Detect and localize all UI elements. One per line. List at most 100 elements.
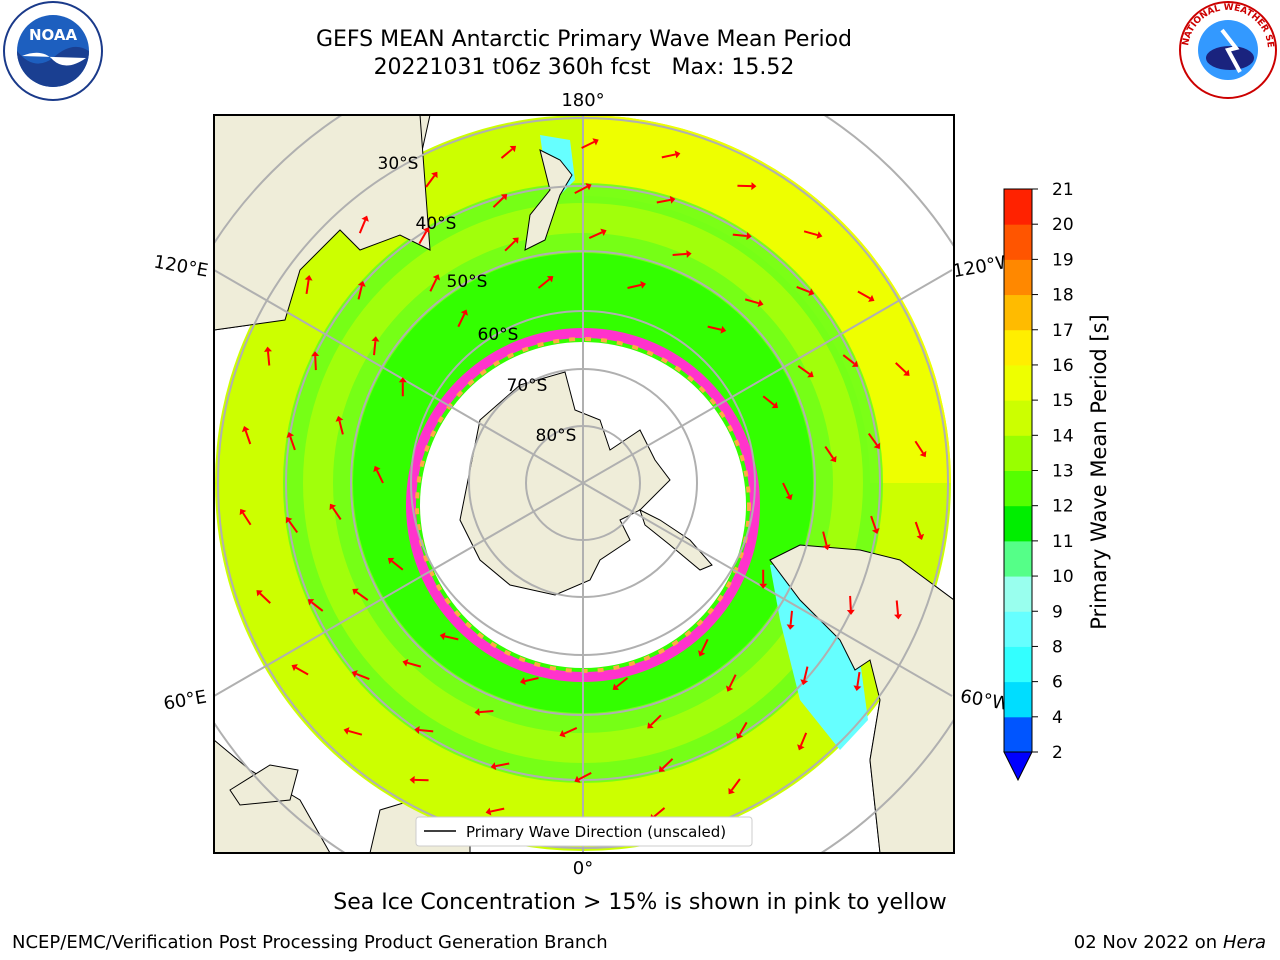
wave-arrow-head bbox=[439, 632, 446, 641]
legend-label: Primary Wave Direction (unscaled) bbox=[466, 823, 726, 841]
wave-arrow bbox=[578, 771, 592, 781]
wave-arrow bbox=[429, 278, 438, 292]
wave-arrow-head bbox=[329, 503, 337, 511]
wave-arrow-head bbox=[422, 227, 430, 234]
wave-arrow-head bbox=[256, 590, 263, 597]
wave-arrow-head bbox=[686, 249, 692, 258]
wave-arrow bbox=[425, 175, 436, 188]
wave-arrow bbox=[376, 469, 384, 484]
wave-arrow-head bbox=[816, 231, 823, 239]
wave-arrow bbox=[789, 610, 793, 625]
wave-arrow-head bbox=[800, 679, 809, 686]
wave-arrow bbox=[479, 710, 494, 714]
wave-arrow-head bbox=[757, 299, 764, 308]
lat-label-80s: 80°S bbox=[536, 426, 577, 446]
antarctica-landmass bbox=[459, 371, 671, 596]
wave-arrow bbox=[407, 661, 422, 668]
wave-arrow bbox=[914, 521, 922, 536]
wave-arrow-head bbox=[559, 730, 566, 738]
wave-arrow bbox=[803, 230, 818, 237]
wave-arrow bbox=[574, 185, 588, 195]
max-value: Max: 15.52 bbox=[671, 55, 795, 80]
wave-arrow-head bbox=[546, 276, 554, 283]
australia-south-coast bbox=[214, 115, 431, 331]
wave-arrow bbox=[295, 666, 309, 676]
wave-arrow-head bbox=[600, 228, 607, 236]
noaa-text: NOAA bbox=[29, 26, 78, 44]
wave-arrow-head bbox=[894, 614, 902, 620]
wave-arrow bbox=[661, 758, 674, 770]
lat-label-30s: 30°S bbox=[378, 154, 419, 174]
wave-arrow bbox=[856, 672, 861, 687]
map-frame bbox=[213, 114, 955, 854]
wave-arrow bbox=[803, 666, 809, 681]
wave-arrow bbox=[373, 341, 377, 356]
wave-arrow-head bbox=[286, 431, 295, 438]
wave-arrow bbox=[653, 807, 666, 818]
wave-arrow-head bbox=[304, 275, 313, 281]
wave-arrow bbox=[799, 732, 808, 747]
nws-logo: NATIONAL WEATHER SERVICE bbox=[1178, 0, 1277, 99]
lat-label-70s: 70°S bbox=[507, 376, 548, 396]
wave-arrow bbox=[524, 677, 539, 683]
footer-date-text: 02 Nov 2022 on bbox=[1073, 932, 1218, 953]
wave-arrow-head bbox=[352, 588, 359, 596]
wave-arrow bbox=[242, 512, 252, 526]
wave-arrow-head bbox=[807, 370, 814, 378]
wave-arrow-head bbox=[574, 775, 581, 783]
wave-arrow-head bbox=[311, 351, 320, 357]
wave-arrow-head bbox=[585, 183, 592, 191]
wave-arrow bbox=[267, 351, 271, 366]
wave-arrow bbox=[650, 714, 662, 726]
wave-arrow-head bbox=[851, 360, 859, 367]
wave-arrow bbox=[581, 140, 595, 149]
wave-arrow bbox=[358, 219, 367, 234]
footer-date: 02 Nov 2022 on Hera bbox=[1074, 932, 1266, 953]
wave-arrow-head bbox=[490, 762, 497, 771]
wave-arrow-head bbox=[307, 599, 315, 606]
lon-label-180: 180° bbox=[561, 90, 604, 111]
wave-arrow bbox=[700, 638, 709, 653]
wave-arrow bbox=[338, 420, 344, 435]
wave-arrow-head bbox=[871, 528, 880, 535]
map-subtitle: 20221031 t06z 360h fcst Max: 15.52 bbox=[234, 54, 934, 82]
noaa-logo: NOAA bbox=[3, 1, 103, 101]
lon-label-60e: 60°E bbox=[162, 686, 208, 714]
wave-arrow-head bbox=[829, 455, 837, 463]
wave-arrow-head bbox=[485, 807, 492, 816]
wave-arrow-head bbox=[771, 401, 779, 409]
wave-arrow-head bbox=[919, 450, 927, 458]
wave-arrow bbox=[672, 252, 687, 256]
wave-arrow bbox=[762, 395, 775, 406]
wave-arrow bbox=[305, 279, 310, 294]
wave-arrow-head bbox=[728, 787, 735, 795]
wave-arrow bbox=[418, 230, 428, 245]
wave-arrow-head bbox=[500, 194, 508, 201]
wave-arrow bbox=[842, 354, 855, 365]
wave-arrow bbox=[311, 601, 324, 612]
wave-arrow-head bbox=[725, 685, 734, 692]
wave-arrow bbox=[707, 325, 722, 331]
wave-arrow-head bbox=[873, 442, 881, 450]
wave-arrow bbox=[824, 446, 835, 459]
wave-arrow bbox=[627, 283, 642, 289]
sea-ice-note: Sea Ice Concentration > 15% is shown in … bbox=[333, 890, 947, 915]
wave-arrow-head bbox=[786, 624, 795, 630]
lon-label-120w: 120°W bbox=[951, 251, 1015, 282]
wave-arrow-head bbox=[519, 677, 526, 686]
wave-arrow bbox=[588, 231, 603, 239]
wave-arrow-head bbox=[785, 493, 793, 501]
lat-label-60s: 60°S bbox=[478, 325, 519, 345]
wave-arrow bbox=[732, 233, 747, 237]
wave-arrow-head bbox=[402, 658, 409, 667]
antarctic-peninsula bbox=[639, 509, 713, 571]
wave-arrow-head bbox=[474, 708, 480, 717]
wave-arrow bbox=[490, 807, 505, 813]
wave-arrow bbox=[661, 153, 676, 159]
wave-arrow bbox=[895, 600, 899, 615]
wave-arrow-head bbox=[387, 557, 395, 565]
footer-branch: NCEP/EMC/Verification Post Processing Pr… bbox=[12, 932, 608, 953]
wave-arrow bbox=[444, 635, 459, 641]
wave-arrow bbox=[314, 356, 317, 371]
